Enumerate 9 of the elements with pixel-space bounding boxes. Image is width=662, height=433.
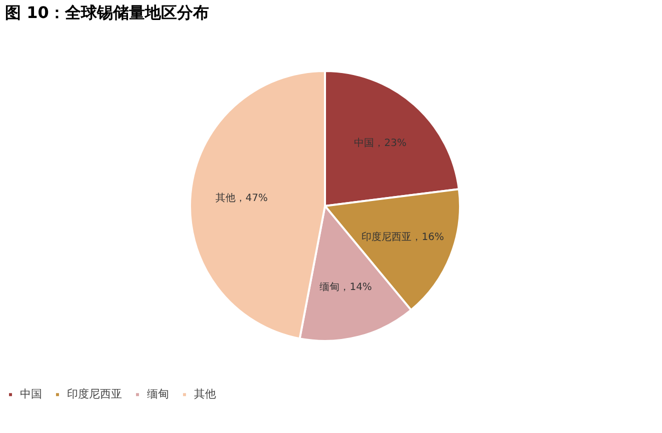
legend-label: 其他: [194, 388, 216, 401]
legend-label: 中国: [20, 388, 42, 401]
legend-label: 缅甸: [147, 388, 169, 401]
data-label: 缅甸，14%: [320, 281, 372, 294]
data-label: 中国，23%: [354, 137, 406, 150]
data-label: 其他，47%: [216, 192, 268, 204]
data-label: 印度尼西亚，16%: [362, 230, 444, 243]
chart-title: 图 10：全球锡储量地区分布: [5, 3, 209, 22]
legend-label: 印度尼西亚: [67, 388, 122, 401]
